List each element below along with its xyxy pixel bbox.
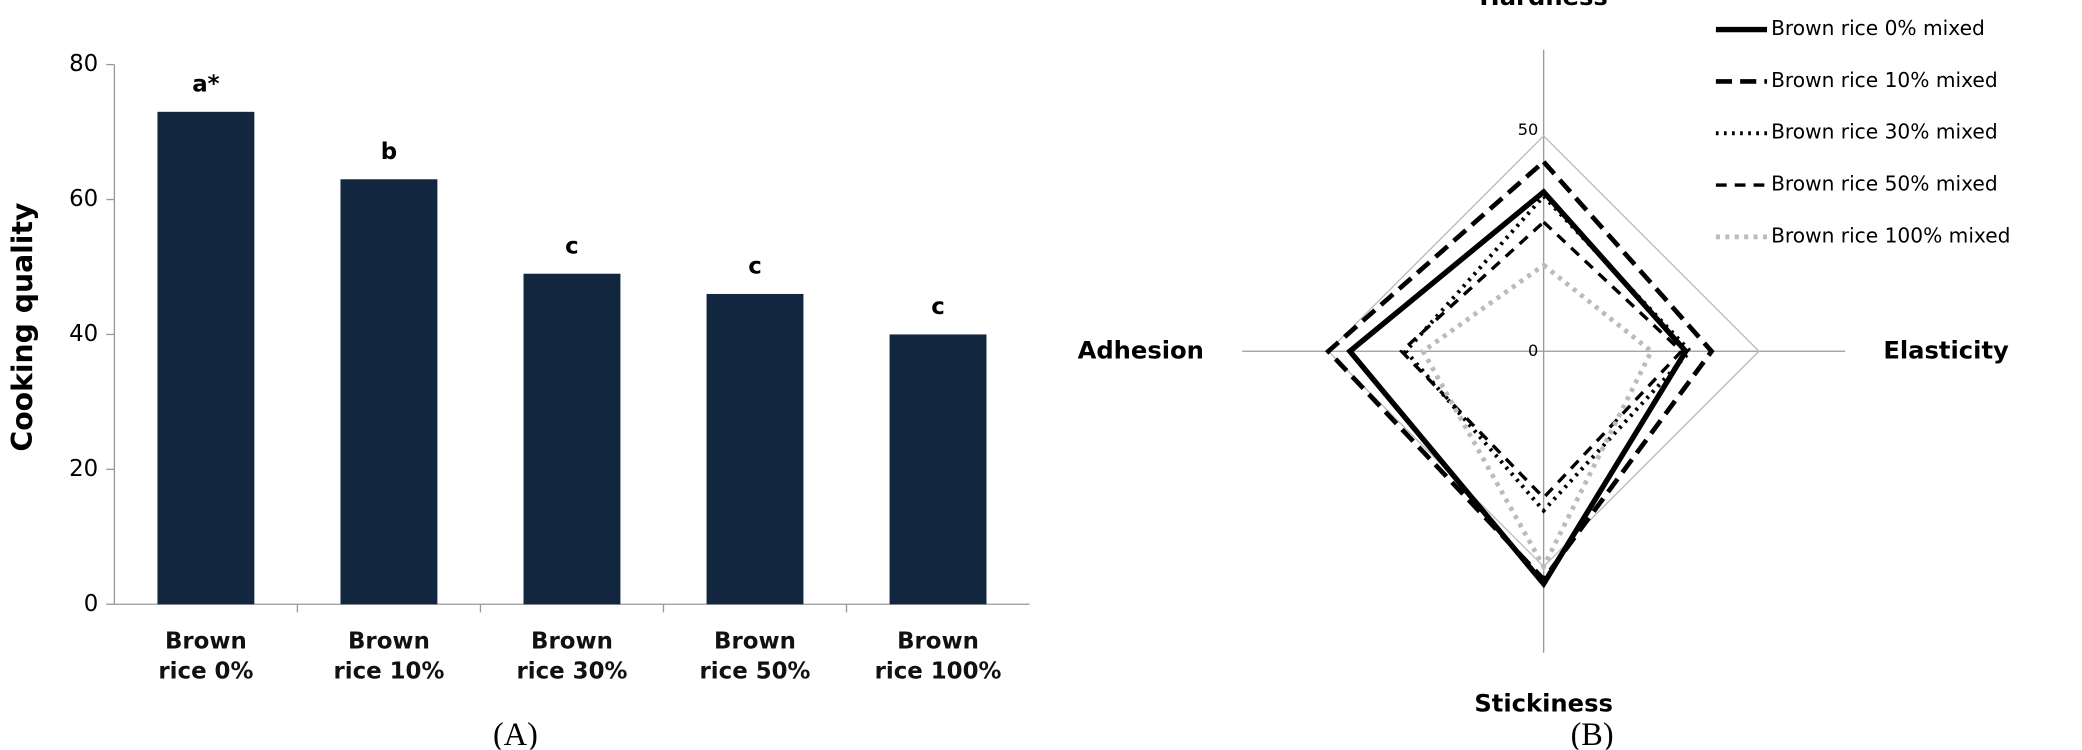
grid-center: [1542, 350, 1545, 352]
radar-axis-label: Hardness: [1479, 0, 1607, 11]
r-tick-label: 0: [1528, 341, 1538, 360]
bar-annotation: c: [931, 294, 945, 320]
bar: [340, 179, 438, 605]
legend-label: Brown rice 0% mixed: [1771, 16, 1985, 40]
legend-label: Brown rice 100% mixed: [1771, 223, 2010, 247]
bar-annotation: c: [748, 254, 762, 280]
legend-label: Brown rice 10% mixed: [1771, 68, 1998, 92]
radar-axis-label: Adhesion: [1078, 336, 1204, 364]
bar-annotation: a*: [192, 71, 219, 97]
bar: [523, 273, 621, 605]
y-tick-label: 80: [69, 51, 98, 77]
legend-label: Brown rice 30% mixed: [1771, 120, 1998, 144]
legend-label: Brown rice 50% mixed: [1771, 172, 1998, 196]
y-tick-label: 40: [69, 321, 98, 347]
x-tick-label: Brown rice 100%: [874, 628, 1002, 686]
r-tick-label: 50: [1518, 120, 1539, 139]
radar-axis-label: Stickiness: [1474, 689, 1613, 717]
caption: (A): [493, 716, 538, 750]
bar: [157, 111, 255, 605]
y-tick-label: 20: [69, 456, 98, 482]
bar-annotation: c: [565, 233, 579, 259]
y-axis-label: Cooking quality: [6, 203, 39, 452]
x-tick-label: Brown rice 10%: [333, 628, 445, 686]
radar-line: [1399, 219, 1684, 501]
radar-axis-label: Elasticity: [1883, 336, 2009, 364]
bar: [706, 293, 804, 605]
x-tick-label: Brown rice 30%: [516, 628, 628, 686]
x-tick-label: Brown rice 0%: [158, 628, 254, 686]
radar-line: [1403, 193, 1693, 514]
radar-line: [1419, 262, 1655, 572]
caption: (B): [1571, 716, 1614, 750]
radar-line: [1324, 158, 1715, 584]
bar: [889, 334, 987, 605]
y-tick-label: 60: [69, 186, 98, 212]
y-tick-label: 0: [84, 591, 99, 617]
bar-annotation: b: [381, 139, 397, 165]
x-tick-label: Brown rice 50%: [699, 628, 811, 686]
